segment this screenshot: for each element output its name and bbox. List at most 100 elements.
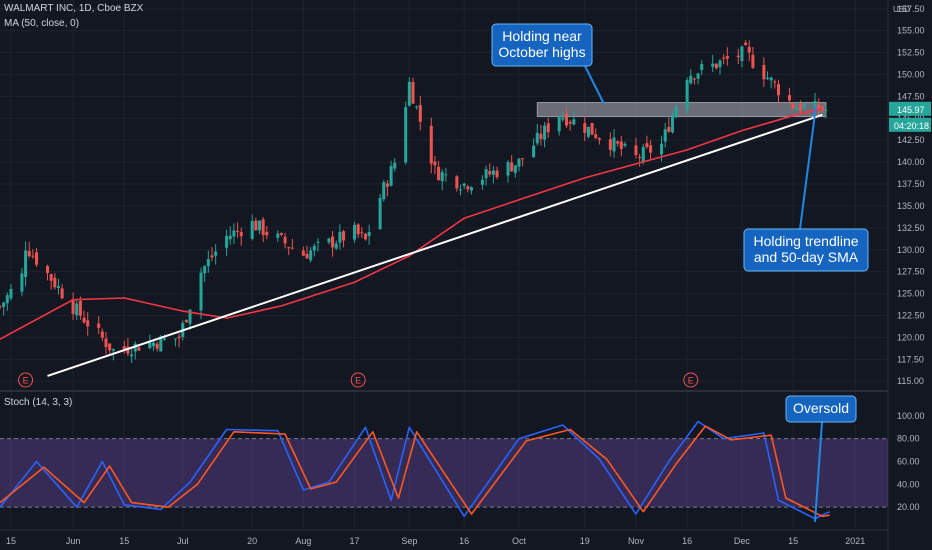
candle-body-91	[462, 183, 466, 186]
candle-body-16	[78, 300, 82, 316]
last-price-badge	[889, 101, 931, 116]
candle-body-107	[543, 125, 547, 140]
candle-body-147	[747, 46, 751, 53]
candle-body-64	[327, 238, 331, 243]
candle-body-134	[685, 80, 689, 110]
candle-body-101	[513, 165, 517, 174]
candle-body-32	[159, 336, 163, 352]
candle-body-12	[56, 286, 60, 289]
callout-trendline-pointer	[799, 105, 817, 230]
candle-body-108	[546, 123, 550, 133]
candle-body-157	[798, 103, 802, 111]
candle-body-33	[162, 338, 166, 340]
earnings-marker-0	[18, 372, 34, 388]
candle-body-73	[367, 231, 371, 236]
time-label-0: 15	[6, 536, 16, 546]
candle-body-65	[331, 236, 335, 248]
candle-body-89	[455, 176, 459, 189]
candle-body-48	[239, 231, 243, 237]
candle-body-131	[667, 127, 671, 132]
candle-body-66	[334, 243, 338, 249]
candle-body-122	[619, 141, 623, 149]
time-label-2: 15	[119, 536, 129, 546]
countdown-label: 04:20:18	[894, 121, 929, 131]
candle-body-51	[257, 220, 262, 231]
candle-body-74	[378, 197, 382, 230]
callout-oversold-pointer	[814, 421, 823, 523]
candle-body-10	[49, 274, 53, 281]
candle-body-143	[725, 55, 729, 59]
stoch-legend: Stoch (14, 3, 3)	[4, 397, 73, 408]
candle-body-110	[561, 117, 565, 120]
time-label-3: Jul	[177, 536, 189, 546]
candle-body-20	[100, 331, 104, 338]
candle-body-137	[696, 73, 700, 79]
candle-body-3	[9, 288, 13, 299]
candle-body-136	[692, 78, 696, 80]
candle-body-68	[342, 231, 346, 241]
time-label-14: 15	[788, 536, 798, 546]
callout-trendline-line-1: and 50-day SMA	[754, 249, 859, 265]
candle-body-128	[649, 145, 653, 153]
candle-body-78	[393, 162, 397, 169]
earnings-marker-label-1: E	[355, 376, 361, 386]
candle-body-158	[802, 104, 806, 108]
candle-body-142	[722, 57, 726, 59]
stoch-lines	[0, 420, 831, 520]
price-tick-8: 137.50	[897, 179, 925, 189]
candle-body-29	[148, 342, 152, 349]
candle-body-41	[206, 259, 210, 267]
candle-body-56	[283, 236, 287, 244]
candle-body-115	[586, 126, 590, 137]
candle-body-90	[458, 189, 463, 191]
candle-body-59	[301, 250, 305, 256]
candle-body-84	[429, 125, 433, 164]
price-tick-11: 130.00	[897, 245, 925, 255]
candle-body-14	[71, 299, 75, 314]
callout-october-highs-box	[491, 23, 593, 67]
candle-body-102	[517, 158, 521, 167]
candle-body-118	[597, 138, 601, 140]
candle-body-139	[711, 63, 715, 67]
candle-body-141	[718, 60, 722, 68]
time-label-4: 20	[247, 536, 257, 546]
candle-body-113	[572, 119, 576, 125]
candle-body-135	[689, 75, 693, 84]
candle-body-45	[228, 235, 232, 240]
price-tick-6: 142.50	[897, 135, 925, 145]
candle-body-133	[674, 106, 678, 118]
candle-body-0	[0, 306, 2, 308]
candle-body-23	[111, 349, 115, 351]
candle-body-116	[590, 122, 594, 135]
callout-october-highs-line-1: October highs	[498, 44, 585, 60]
candle-body-99	[506, 162, 510, 176]
candle-body-98	[495, 170, 499, 178]
candle-body-124	[634, 145, 638, 156]
candle-body-4	[20, 273, 24, 292]
candle-body-152	[773, 81, 777, 83]
candle-body-35	[177, 336, 181, 339]
candle-body-161	[820, 106, 824, 111]
stoch-tick-3: 40.00	[897, 479, 920, 489]
candle-body-130	[663, 129, 667, 142]
candle-body-140	[714, 63, 718, 69]
candle-body-111	[564, 113, 569, 126]
time-label-7: Sep	[401, 536, 417, 546]
candle-body-156	[795, 107, 799, 111]
price-tick-9: 135.00	[897, 201, 925, 211]
candle-body-120	[612, 137, 616, 152]
price-tick-1: 155.00	[897, 26, 925, 36]
candle-body-40	[203, 266, 207, 274]
candle-body-162	[824, 109, 828, 111]
price-tick-17: 115.00	[897, 376, 924, 386]
callout-oversold-line-0: Oversold	[793, 400, 849, 416]
candle-body-42	[210, 255, 214, 258]
candle-body-7	[31, 255, 35, 257]
candle-body-8	[35, 252, 39, 265]
candle-body-54	[276, 233, 280, 238]
candle-body-85	[433, 161, 437, 166]
candle-body-100	[510, 162, 514, 172]
